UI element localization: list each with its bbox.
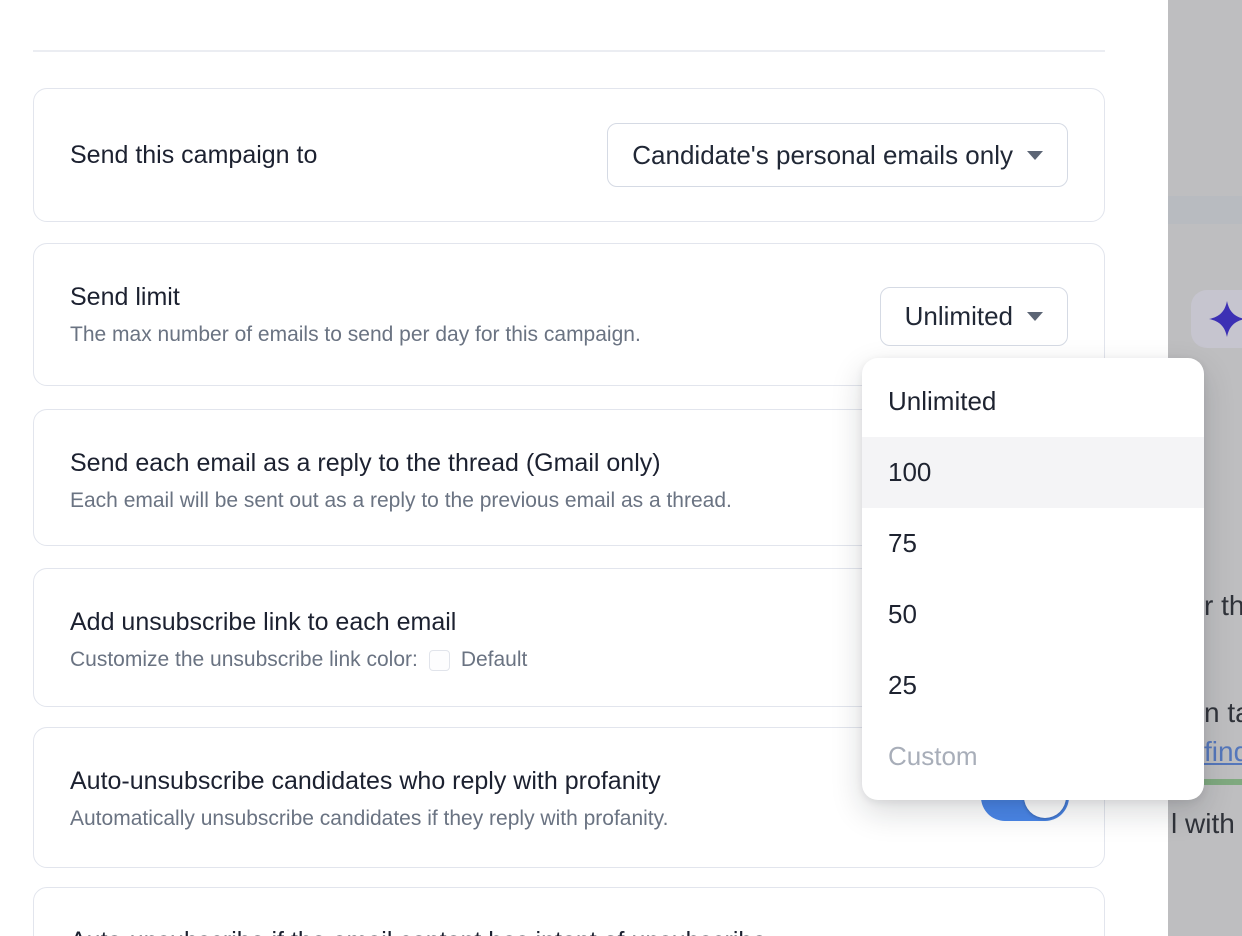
background-divider-band	[1168, 196, 1242, 224]
ai-sparkle-badge	[1191, 290, 1242, 348]
background-green-bar	[1204, 779, 1242, 785]
menu-item-unlimited[interactable]: Unlimited	[888, 386, 997, 416]
setting-card-intent-unsubscribe: Auto-unsubscribe if the email content ha…	[33, 887, 1105, 936]
setting-title: Send limit	[70, 283, 180, 311]
send-limit-dropdown[interactable]: Unlimited	[879, 287, 1068, 346]
menu-item-custom[interactable]: Custom	[888, 741, 978, 771]
setting-card-send-limit: Send limit The max number of emails to s…	[33, 243, 1105, 386]
sparkle-icon	[1209, 301, 1242, 337]
chevron-down-icon	[1027, 150, 1043, 160]
setting-title: Send this campaign to	[70, 140, 318, 169]
background-text-fragment: r th	[1204, 590, 1242, 621]
setting-title: Auto-unsubscribe if the email content ha…	[70, 926, 1068, 936]
section-divider	[33, 50, 1105, 52]
menu-item-100[interactable]: 100	[862, 437, 1204, 508]
setting-title: Add unsubscribe link to each email	[70, 608, 457, 636]
send-to-dropdown-value: Candidate's personal emails only	[632, 139, 1013, 170]
unsubscribe-color-checkbox[interactable]	[428, 649, 450, 671]
menu-item-50[interactable]: 50	[888, 599, 917, 629]
send-limit-dropdown-value: Unlimited	[904, 301, 1013, 331]
chevron-down-icon	[1027, 312, 1043, 321]
setting-description: The max number of emails to send per day…	[70, 323, 641, 346]
background-text-fragment: l with	[1171, 808, 1235, 839]
menu-item-75[interactable]: 75	[888, 528, 917, 558]
background-link-fragment: find	[1204, 736, 1242, 767]
menu-item-25[interactable]: 25	[888, 670, 917, 700]
setting-description: Each email will be sent out as a reply t…	[70, 489, 732, 512]
send-limit-menu: Unlimited 100 75 50 25 Custom	[862, 358, 1204, 800]
background-text-fragment: n ta	[1204, 697, 1242, 728]
setting-description: Customize the unsubscribe link color:	[70, 648, 418, 671]
setting-title: Send each email as a reply to the thread…	[70, 449, 661, 477]
send-to-dropdown[interactable]: Candidate's personal emails only	[607, 123, 1068, 187]
setting-card-send-to: Send this campaign to Candidate's person…	[33, 88, 1105, 222]
setting-title: Auto-unsubscribe candidates who reply wi…	[70, 767, 661, 795]
unsubscribe-color-checkbox-label: Default	[460, 648, 528, 671]
setting-description: Automatically unsubscribe candidates if …	[70, 807, 669, 830]
